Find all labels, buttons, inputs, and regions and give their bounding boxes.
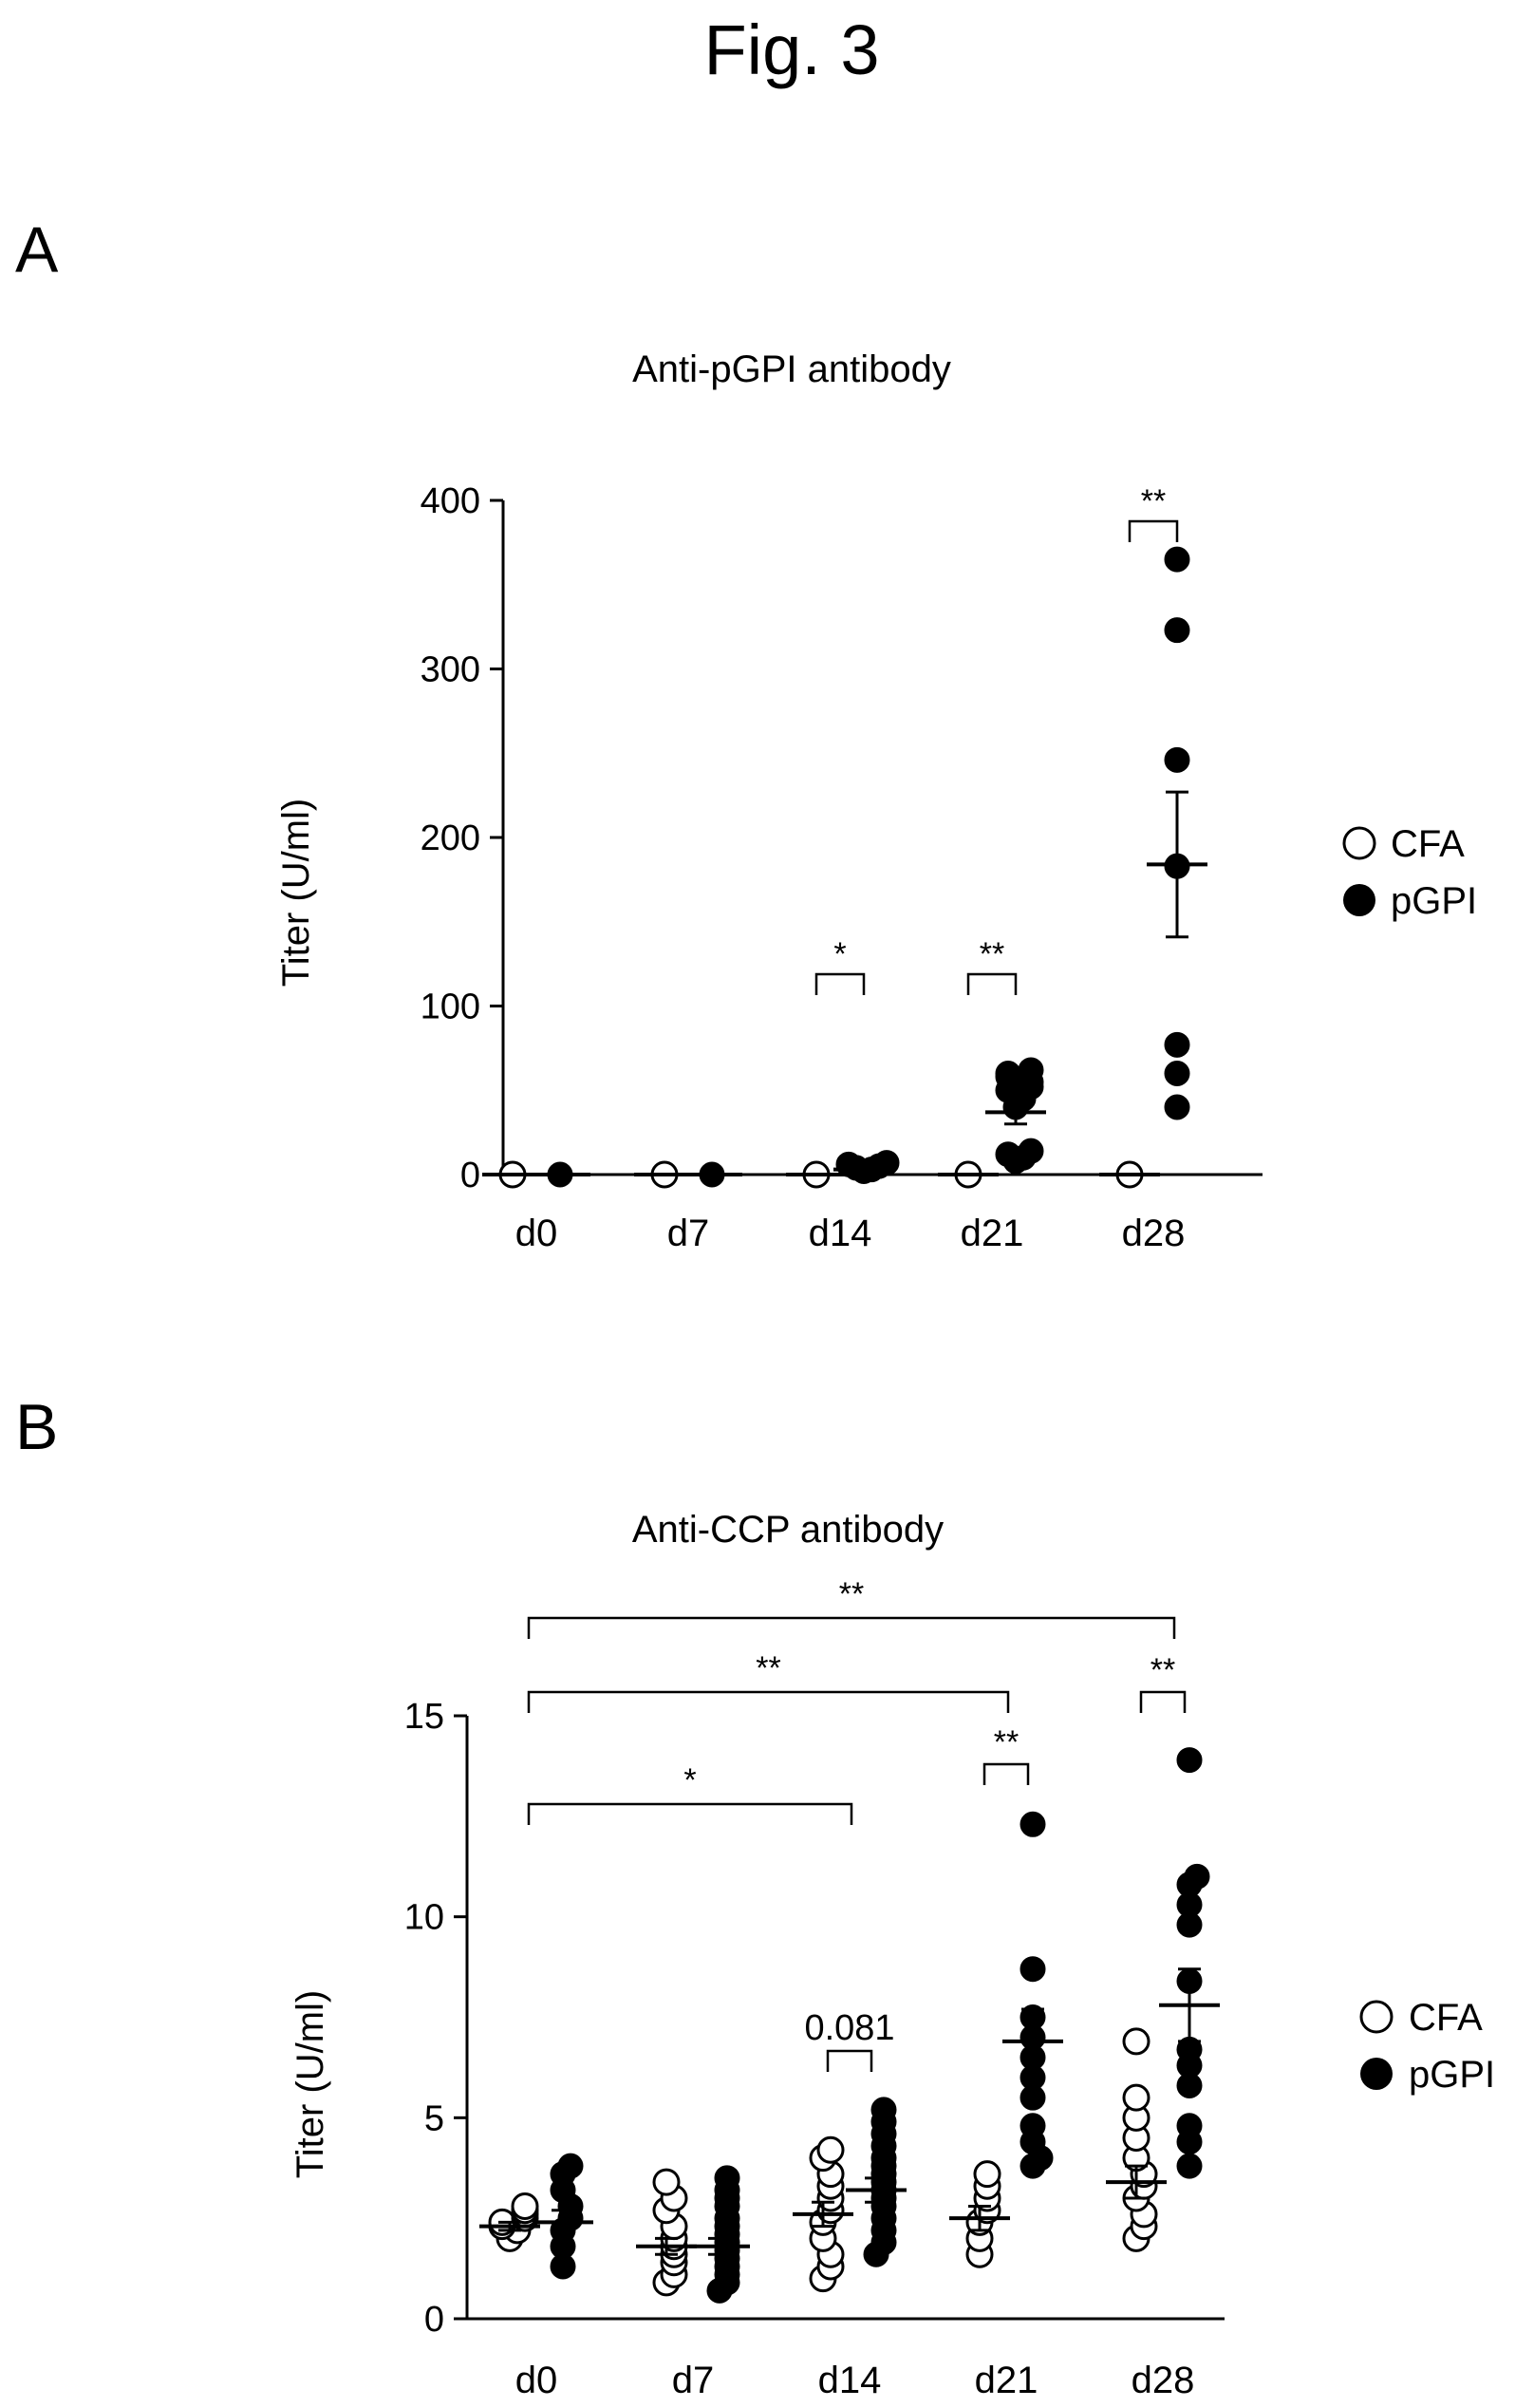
data-point-pgpi-d28 (1176, 1747, 1203, 1774)
legend-a-pgpi-label: pGPI (1391, 880, 1477, 922)
data-point-pgpi-d21 (995, 1141, 1021, 1168)
data-point-cfa-d28 (1122, 2083, 1150, 2112)
x-tick-label: d28 (1132, 2360, 1195, 2401)
chart-a-y-axis-label: Titer (U/ml) (275, 799, 317, 987)
legend-b-pgpi-label: pGPI (1409, 2054, 1495, 2096)
significance-bracket (1128, 519, 1179, 542)
significance-label: * (833, 936, 846, 972)
x-tick-label: d0 (515, 1213, 558, 1254)
data-point-pgpi-d28 (1164, 746, 1190, 773)
data-point-pgpi-d28 (1176, 2153, 1203, 2179)
significance-label: ** (994, 1724, 1019, 1760)
legend-b-pgpi-marker (1360, 2058, 1393, 2090)
y-tick-label: 0 (460, 1156, 480, 1195)
significance-label: ** (1150, 1652, 1175, 1688)
data-point-pgpi-d14 (835, 1151, 862, 1177)
data-point-pgpi-d14 (870, 2097, 897, 2123)
panel-letter-a: A (15, 214, 59, 286)
y-tick-label: 400 (421, 481, 480, 521)
significance-bracket (826, 2049, 873, 2072)
chart-b-title: Anti-CCP antibody (632, 1509, 944, 1551)
data-point-pgpi-d28 (1164, 1031, 1190, 1058)
significance-bracket (527, 1616, 1176, 1639)
significance-label: 0.081 (804, 2008, 894, 2048)
data-point-pgpi-d21 (995, 1061, 1021, 1086)
data-point-pgpi-d28 (1164, 1061, 1190, 1086)
significance-bracket (966, 972, 1018, 995)
y-tick-label: 15 (404, 1697, 444, 1737)
legend-b: CFA pGPI (1359, 1997, 1495, 2096)
significance-bracket (982, 1762, 1030, 1785)
data-point-pgpi-d21 (1018, 1138, 1044, 1164)
x-tick-label: d21 (975, 2360, 1038, 2401)
figure-title: Fig. 3 (703, 10, 879, 89)
y-tick-label: 0 (424, 2300, 444, 2340)
significance-label: ** (1141, 483, 1166, 519)
significance-bracket (527, 1690, 1010, 1713)
legend-a: CFA pGPI (1342, 823, 1477, 922)
y-tick-label: 10 (404, 1898, 444, 1938)
significance-label: ** (839, 1576, 864, 1612)
significance-bracket (527, 1802, 853, 1825)
data-point-pgpi-d0 (557, 2153, 584, 2179)
data-point-pgpi-d28 (1164, 617, 1190, 644)
data-point-pgpi-d21 (1020, 1811, 1046, 1837)
data-point-cfa-d28 (1122, 2027, 1150, 2056)
x-tick-label: d21 (961, 1213, 1024, 1254)
significance-label: * (683, 1762, 696, 1798)
x-tick-label: d0 (515, 2360, 558, 2401)
data-point-pgpi-d28 (1184, 1863, 1210, 1890)
x-tick-label: d14 (818, 2360, 882, 2401)
chart-b-y-axis-label: Titer (U/ml) (290, 1990, 331, 2178)
x-tick-label: d7 (667, 1213, 710, 1254)
legend-a-cfa-marker (1342, 826, 1376, 860)
y-tick-label: 200 (421, 818, 480, 858)
data-point-pgpi-d7 (714, 2165, 740, 2192)
significance-label: ** (980, 936, 1004, 972)
data-point-pgpi-d21 (1018, 1057, 1044, 1083)
legend-b-cfa-label: CFA (1409, 1997, 1483, 2039)
legend-a-cfa-label: CFA (1391, 823, 1465, 865)
significance-label: ** (756, 1650, 780, 1686)
chart-anti-ccp: Anti-CCP antibody Titer (U/ml) 0 5 10 15 d0 d… (290, 1509, 1225, 2401)
y-tick-label: 5 (424, 2098, 444, 2138)
y-tick-label: 300 (421, 650, 480, 690)
x-tick-label: d7 (672, 2360, 715, 2401)
data-point-cfa-d0 (511, 2192, 539, 2220)
y-tick-label: 100 (421, 988, 480, 1027)
panel-letter-b: B (15, 1391, 58, 1463)
x-tick-label: d14 (809, 1213, 872, 1254)
data-point-cfa-d7 (652, 2168, 681, 2196)
data-point-cfa-d21 (973, 2160, 1001, 2189)
significance-bracket (1139, 1690, 1187, 1713)
significance-bracket (814, 972, 866, 995)
data-point-pgpi-d28 (1176, 2113, 1203, 2139)
data-point-pgpi-d21 (1020, 1956, 1046, 1983)
data-point-pgpi-d21 (1020, 2113, 1046, 2139)
x-tick-label: d28 (1122, 1213, 1186, 1254)
legend-a-pgpi-marker (1343, 884, 1375, 916)
chart-a-title: Anti-pGPI antibody (632, 348, 951, 390)
data-point-pgpi-d28 (1164, 1094, 1190, 1120)
chart-anti-pgpi: Anti-pGPI antibody Titer (U/ml) 0 100 200 3… (275, 348, 1263, 1254)
data-point-cfa-d14 (816, 2135, 845, 2164)
legend-b-cfa-marker (1359, 2000, 1394, 2034)
data-point-pgpi-d28 (1164, 546, 1190, 573)
